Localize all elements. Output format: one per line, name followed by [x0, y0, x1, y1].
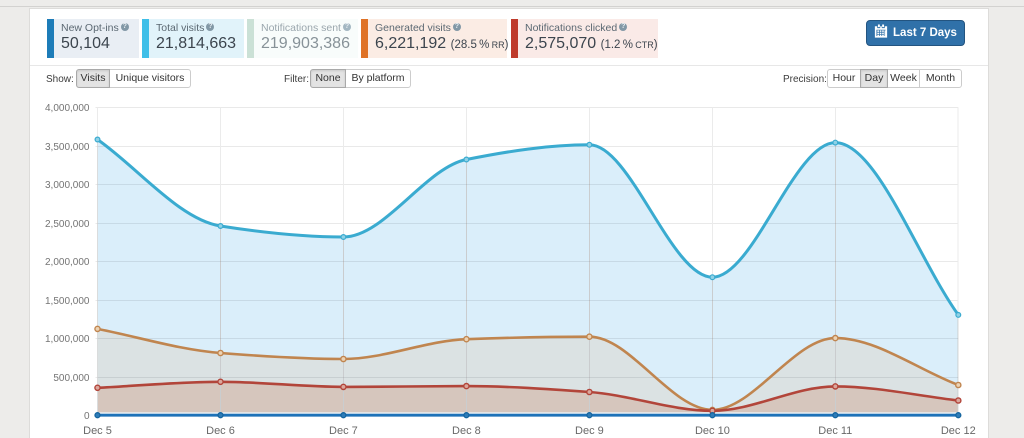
svg-text:Dec 6: Dec 6: [206, 425, 235, 437]
svg-text:Dec 10: Dec 10: [695, 425, 730, 437]
svg-text:Dec 9: Dec 9: [575, 425, 604, 437]
svg-text:4,000,000: 4,000,000: [45, 103, 90, 114]
svg-text:3,000,000: 3,000,000: [45, 180, 90, 191]
svg-text:1,500,000: 1,500,000: [45, 296, 90, 307]
svg-text:1,000,000: 1,000,000: [45, 334, 90, 345]
svg-text:3,500,000: 3,500,000: [45, 142, 90, 153]
svg-text:Dec 7: Dec 7: [329, 425, 358, 437]
svg-text:500,000: 500,000: [53, 373, 90, 384]
svg-text:Dec 8: Dec 8: [452, 425, 481, 437]
svg-text:0: 0: [84, 411, 90, 422]
svg-text:Dec 5: Dec 5: [83, 425, 112, 437]
svg-text:2,000,000: 2,000,000: [45, 257, 90, 268]
svg-text:Dec 12: Dec 12: [941, 425, 976, 437]
svg-text:2,500,000: 2,500,000: [45, 219, 90, 230]
svg-text:Dec 11: Dec 11: [818, 425, 852, 437]
